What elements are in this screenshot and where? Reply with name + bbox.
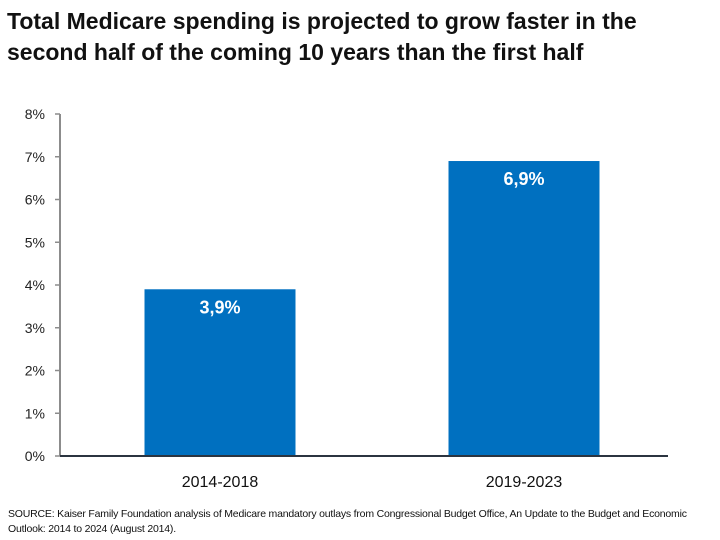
y-tick-label: 3% [25, 320, 45, 336]
y-tick-label: 7% [25, 149, 45, 165]
y-tick-label: 1% [25, 405, 45, 421]
y-tick-label: 6% [25, 192, 45, 208]
y-tick-label: 5% [25, 234, 45, 250]
x-tick-label: 2014-2018 [182, 474, 259, 491]
y-tick-label: 0% [25, 448, 45, 464]
y-tick-label: 4% [25, 277, 45, 293]
y-tick-label: 2% [25, 363, 45, 379]
chart-title: Total Medicare spending is projected to … [7, 8, 637, 65]
data-label: 6,9% [503, 169, 544, 189]
bar [448, 161, 600, 456]
x-tick-label: 2019-2023 [486, 474, 563, 491]
y-tick-label: 8% [25, 106, 45, 122]
bar [144, 289, 296, 456]
data-label: 3,9% [199, 297, 240, 317]
source-note: SOURCE: Kaiser Family Foundation analysi… [8, 508, 687, 535]
